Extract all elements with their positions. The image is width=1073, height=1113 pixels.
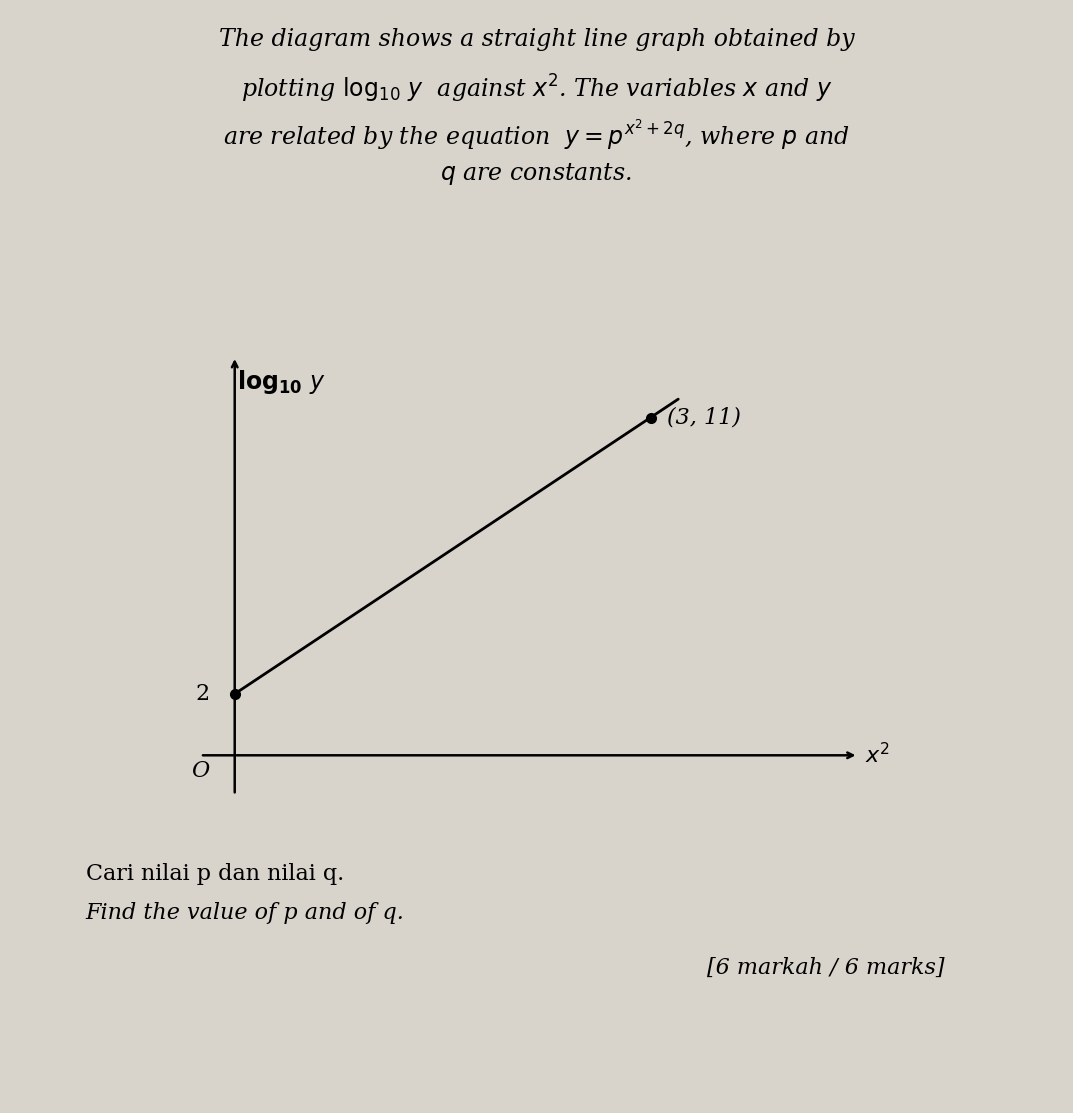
Text: plotting $\mathrm{log_{10}}\ y$  against $x^2$. The variables $x$ and $y$: plotting $\mathrm{log_{10}}\ y$ against … [240, 72, 833, 105]
Text: 2: 2 [195, 683, 210, 705]
Text: O: O [191, 760, 210, 781]
Text: (3, 11): (3, 11) [667, 406, 741, 429]
Text: $q$ are constants.: $q$ are constants. [441, 161, 632, 187]
Text: The diagram shows a straight line graph obtained by: The diagram shows a straight line graph … [219, 28, 854, 51]
Text: Cari nilai p dan nilai q.: Cari nilai p dan nilai q. [86, 863, 344, 885]
Text: [6 markah / 6 marks]: [6 markah / 6 marks] [707, 957, 944, 979]
Text: $\mathbf{log_{10}\ \it{y}}$: $\mathbf{log_{10}\ \it{y}}$ [237, 368, 326, 396]
Text: are related by the equation  $y = p^{x^2+2q}$, where $p$ and: are related by the equation $y = p^{x^2+… [223, 117, 850, 151]
Text: Find the value of p and of q.: Find the value of p and of q. [86, 902, 405, 924]
Text: $x^2$: $x^2$ [865, 742, 891, 768]
